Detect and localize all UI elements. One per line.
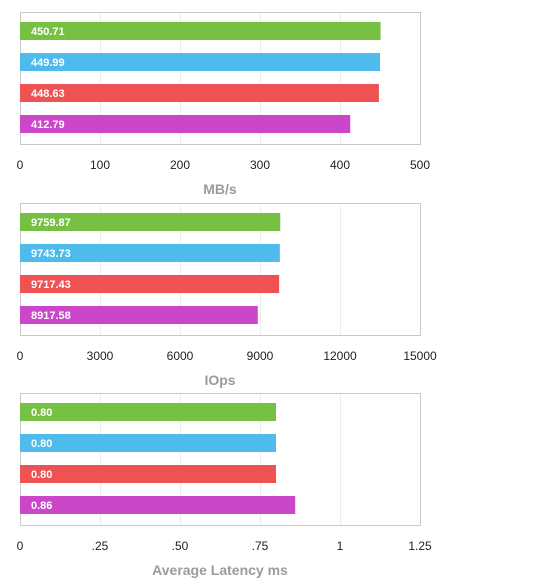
bar <box>20 465 276 483</box>
bar-value-label: 9759.87 <box>31 217 71 229</box>
bar <box>20 244 280 262</box>
tick-label: 3000 <box>87 349 114 363</box>
bar-value-label: 0.80 <box>31 469 52 481</box>
plot-frame <box>20 203 421 336</box>
tick-label: 12000 <box>323 349 357 363</box>
bar-value-label: 0.80 <box>31 407 52 419</box>
x-axis-title: Average Latency ms <box>152 562 288 578</box>
plot-frame <box>20 12 421 145</box>
tick-label: 1.25 <box>408 539 432 553</box>
bar <box>20 434 276 452</box>
tick-label: 9000 <box>247 349 274 363</box>
tick-label: .75 <box>252 539 269 553</box>
x-axis-title: IOps <box>204 372 235 388</box>
tick-label: 0 <box>17 349 24 363</box>
plot-frame <box>20 393 421 526</box>
tick-label: .25 <box>92 539 109 553</box>
tick-label: 1 <box>337 539 344 553</box>
bar-value-label: 412.79 <box>31 119 65 131</box>
tick-label: 500 <box>410 158 430 172</box>
tick-label: 0 <box>17 158 24 172</box>
tick-label: 6000 <box>167 349 194 363</box>
bar-value-label: 9743.73 <box>31 248 71 260</box>
bar <box>20 84 379 102</box>
tick-label: 0 <box>17 539 24 553</box>
tick-label: 100 <box>90 158 110 172</box>
bar-value-label: 0.80 <box>31 438 52 450</box>
tick-label: 15000 <box>403 349 437 363</box>
bar-value-label: 450.71 <box>31 26 65 38</box>
bar-value-label: 8917.58 <box>31 310 71 322</box>
tick-label: 400 <box>330 158 350 172</box>
tick-label: 300 <box>250 158 270 172</box>
tick-label: 200 <box>170 158 190 172</box>
bar-value-label: 448.63 <box>31 88 65 100</box>
bar <box>20 275 280 293</box>
x-axis-title: MB/s <box>203 181 237 197</box>
bar <box>20 306 258 324</box>
bar <box>20 213 281 231</box>
bar-value-label: 0.86 <box>31 500 52 512</box>
bar <box>20 115 351 133</box>
tick-label: .50 <box>172 539 189 553</box>
bar <box>20 53 380 71</box>
bar <box>20 496 296 514</box>
bar-value-label: 449.99 <box>31 57 65 69</box>
bar <box>20 403 276 421</box>
bar <box>20 22 381 40</box>
bar-value-label: 9717.43 <box>31 279 71 291</box>
